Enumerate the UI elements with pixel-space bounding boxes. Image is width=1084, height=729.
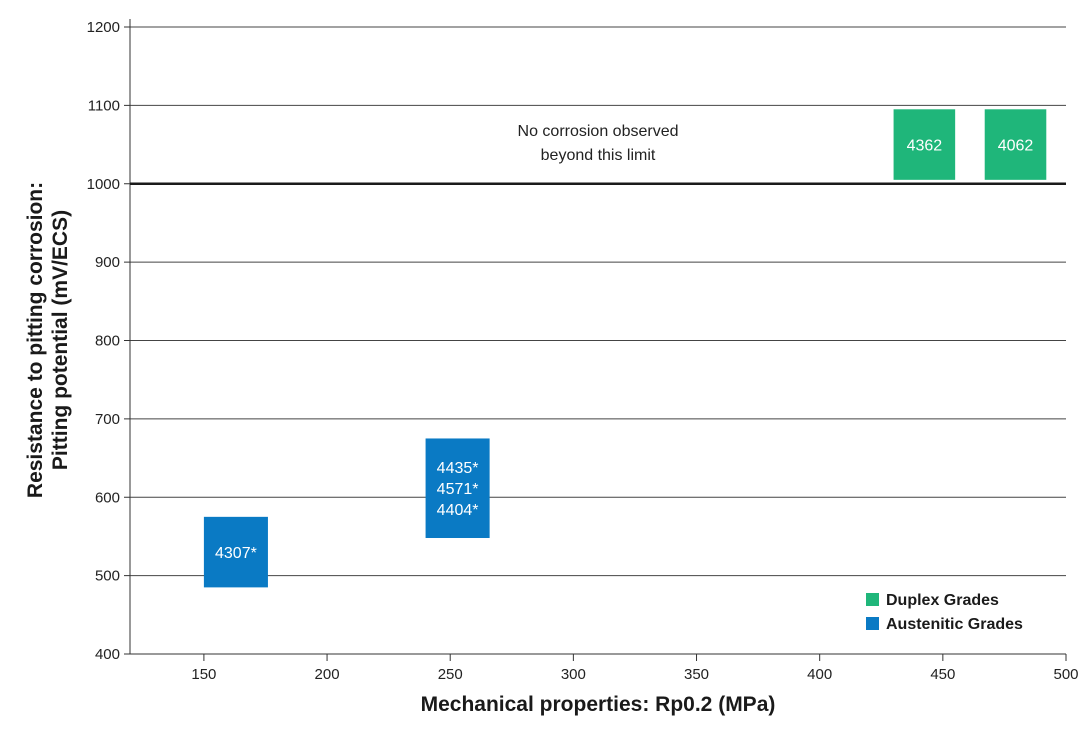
- x-tick-label-300: 300: [561, 666, 586, 683]
- legend: Duplex Grades Austenitic Grades: [866, 592, 1023, 633]
- legend-swatch-1: [866, 617, 879, 630]
- y-tick-label-700: 700: [95, 411, 120, 428]
- grade-label-4435: 4435*: [437, 460, 479, 477]
- y-axis-title-line: Pitting potential (mV/ECS): [49, 210, 72, 470]
- y-tick-label-500: 500: [95, 568, 120, 585]
- y-tick-label-900: 900: [95, 254, 120, 271]
- grade-label-4362: 4362: [907, 138, 943, 155]
- x-tick-label-200: 200: [315, 666, 340, 683]
- y-tick-label-600: 600: [95, 489, 120, 506]
- axes: [129, 19, 1066, 655]
- grade-boxes: 4362 4062 4307* 4435* 4571* 4404*: [203, 109, 1047, 588]
- x-tick-labels: 150 200 250 300 350 400 450 500: [191, 654, 1079, 683]
- legend-swatch-0: [866, 593, 879, 606]
- y-axis-title-line: Resistance to pitting corrosion:: [24, 182, 47, 498]
- grade-box-4435: [425, 438, 490, 539]
- y-axis-title: Resistance to pitting corrosion:Pitting …: [24, 182, 72, 498]
- grade-box-4362: [893, 109, 956, 180]
- annotation-line: beyond this limit: [541, 147, 656, 164]
- grade-label-4571: 4571*: [437, 481, 479, 498]
- x-tick-label-350: 350: [684, 666, 709, 683]
- grade-label-4062: 4062: [998, 138, 1034, 155]
- y-tick-label-800: 800: [95, 333, 120, 350]
- legend-label-1: Austenitic Grades: [886, 616, 1023, 633]
- y-tick-label-1200: 1200: [87, 19, 120, 36]
- legend-label-0: Duplex Grades: [886, 592, 999, 609]
- x-tick-label-400: 400: [807, 666, 832, 683]
- grade-box-4062: [984, 109, 1047, 180]
- x-tick-label-450: 450: [930, 666, 955, 683]
- grade-label-4404: 4404*: [437, 502, 479, 519]
- x-axis-title: Mechanical properties: Rp0.2 (MPa): [421, 693, 776, 716]
- annotation-line: No corrosion observed: [518, 123, 679, 140]
- y-tick-label-1100: 1100: [88, 97, 120, 114]
- y-tick-label-400: 400: [95, 646, 120, 663]
- grade-box-4307: [203, 516, 268, 588]
- no-corrosion-annotation: No corrosion observed beyond this limit: [518, 123, 679, 164]
- x-tick-label-250: 250: [438, 666, 463, 683]
- x-tick-label-150: 150: [191, 666, 216, 683]
- x-tick-label-500: 500: [1053, 666, 1078, 683]
- y-tick-labels: 400 500 600 700 800 900 1000 1100 1200: [87, 19, 130, 663]
- y-tick-label-1000: 1000: [87, 176, 120, 193]
- grade-label-4307: 4307*: [215, 545, 257, 562]
